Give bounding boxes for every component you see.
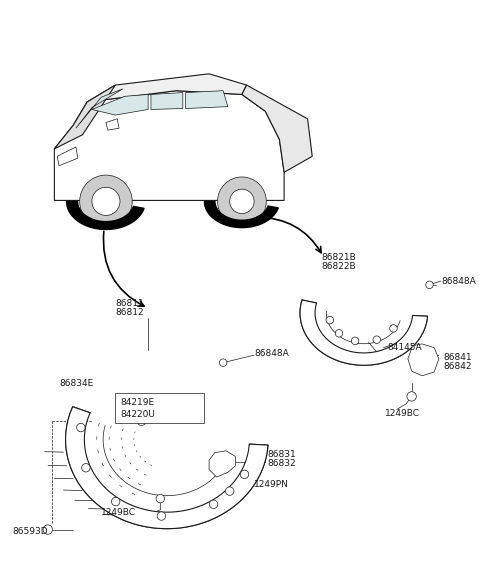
Circle shape [92, 187, 120, 215]
Text: 86811: 86811 [115, 299, 144, 308]
Circle shape [407, 392, 416, 401]
Bar [115, 393, 204, 422]
Text: 86848A: 86848A [442, 277, 477, 287]
Circle shape [226, 487, 234, 495]
Polygon shape [106, 119, 119, 130]
Text: 86834E: 86834E [59, 379, 93, 388]
Polygon shape [54, 85, 115, 149]
Polygon shape [300, 300, 428, 365]
Circle shape [351, 337, 359, 345]
Text: 86831: 86831 [267, 450, 296, 459]
Text: 1249BC: 1249BC [101, 508, 136, 517]
Circle shape [217, 177, 266, 226]
Polygon shape [408, 344, 439, 376]
Circle shape [326, 316, 334, 324]
Text: 84145A: 84145A [387, 343, 422, 352]
Polygon shape [76, 89, 123, 128]
Text: 86821B: 86821B [322, 253, 356, 262]
Polygon shape [186, 91, 228, 108]
Text: 86832: 86832 [267, 460, 296, 469]
Circle shape [240, 470, 249, 479]
Circle shape [111, 497, 120, 506]
Circle shape [373, 336, 381, 343]
Polygon shape [87, 74, 247, 102]
Polygon shape [151, 92, 183, 109]
Text: 86822B: 86822B [322, 262, 356, 271]
Text: 86812: 86812 [115, 309, 144, 318]
Text: 86593D: 86593D [12, 527, 48, 536]
Text: 84220U: 84220U [120, 409, 155, 418]
Circle shape [156, 495, 165, 503]
Circle shape [230, 189, 254, 214]
Polygon shape [204, 201, 278, 228]
Circle shape [137, 416, 146, 425]
Text: 1249BC: 1249BC [385, 409, 420, 418]
Circle shape [80, 175, 132, 228]
Circle shape [335, 329, 343, 337]
Polygon shape [92, 94, 148, 115]
Polygon shape [54, 91, 284, 200]
Polygon shape [209, 451, 235, 477]
Circle shape [390, 325, 397, 332]
Circle shape [209, 500, 218, 509]
Polygon shape [57, 147, 78, 166]
Circle shape [157, 512, 166, 520]
Circle shape [219, 359, 227, 367]
Text: 86848A: 86848A [254, 349, 289, 358]
Text: 86841: 86841 [444, 352, 472, 362]
Circle shape [43, 525, 52, 534]
Text: 86842: 86842 [444, 362, 472, 371]
Text: 1249PN: 1249PN [254, 480, 289, 489]
Polygon shape [242, 85, 312, 172]
Circle shape [82, 464, 90, 472]
Polygon shape [66, 407, 268, 528]
Circle shape [426, 281, 433, 289]
Polygon shape [67, 201, 144, 230]
Text: 84219E: 84219E [120, 398, 154, 407]
Circle shape [77, 424, 85, 432]
